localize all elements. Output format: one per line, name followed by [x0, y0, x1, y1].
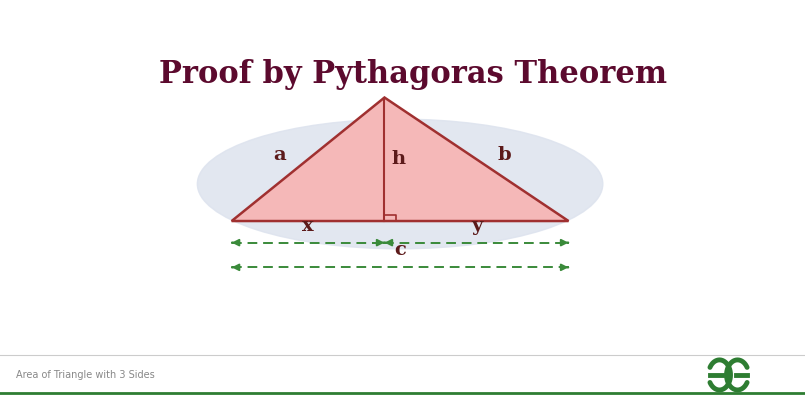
- Text: a: a: [274, 146, 287, 164]
- Text: x: x: [302, 217, 314, 235]
- Text: y: y: [471, 217, 482, 235]
- Text: Proof by Pythagoras Theorem: Proof by Pythagoras Theorem: [159, 59, 667, 90]
- Text: c: c: [394, 241, 406, 259]
- Text: Area of Triangle with 3 Sides: Area of Triangle with 3 Sides: [16, 370, 155, 380]
- Text: b: b: [497, 146, 511, 164]
- Ellipse shape: [197, 119, 603, 249]
- Text: h: h: [391, 150, 405, 168]
- Polygon shape: [232, 97, 568, 221]
